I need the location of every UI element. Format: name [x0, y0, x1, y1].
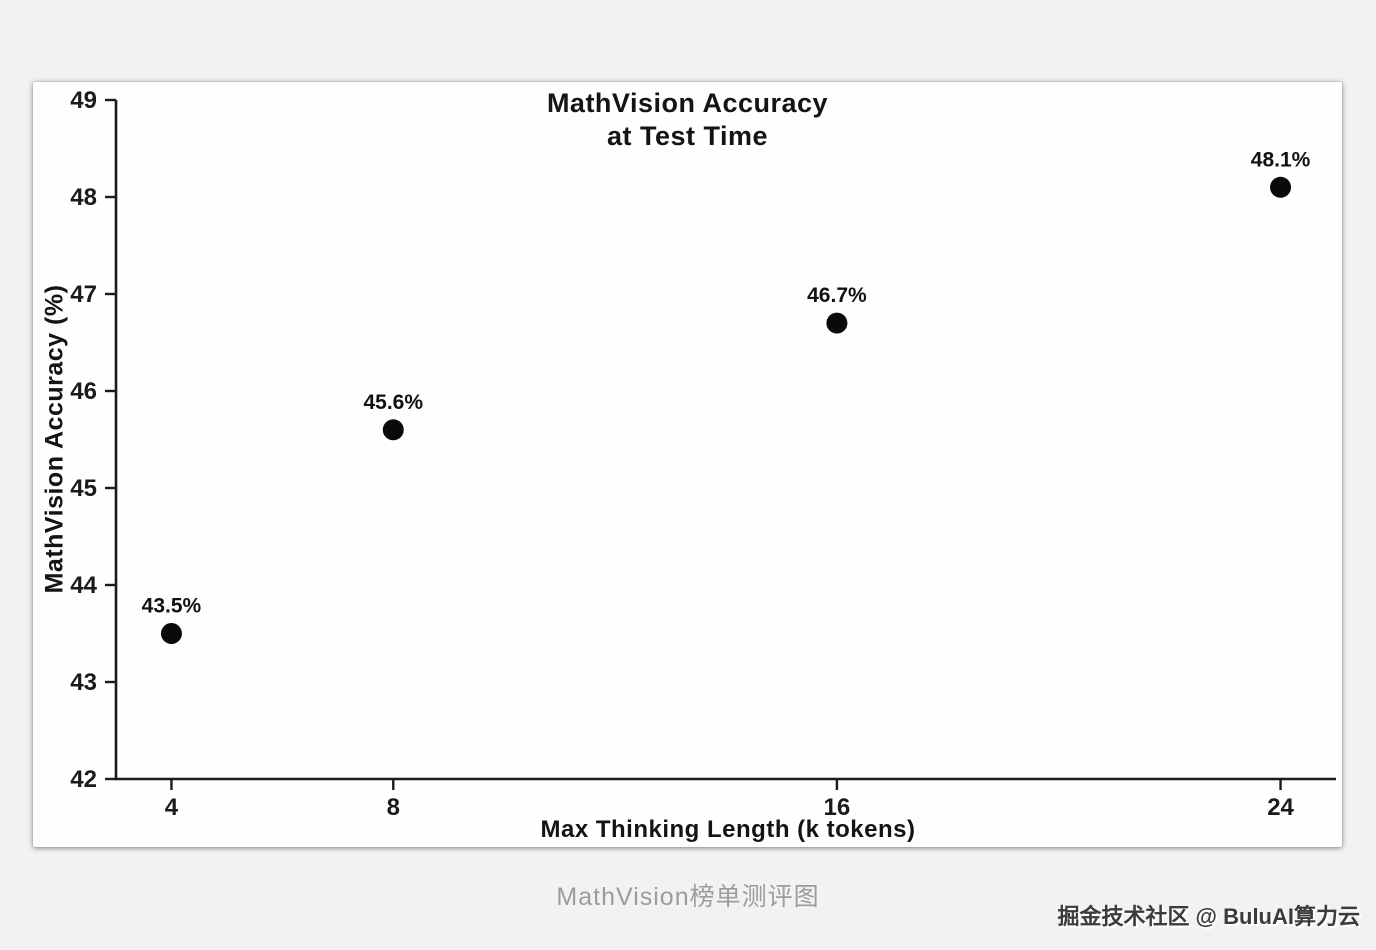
y-tick-label: 49: [70, 87, 97, 114]
data-point-label: 43.5%: [142, 595, 202, 618]
y-tick-label: 45: [70, 475, 97, 502]
y-axis-label: MathVision Accuracy (%): [40, 284, 69, 594]
y-tick-label: 44: [70, 572, 97, 599]
y-tick-label: 43: [70, 669, 97, 696]
axis-spines: [114, 100, 1336, 781]
x-axis-label: Max Thinking Length (k tokens): [540, 816, 916, 843]
chart-title: MathVision Accuracy at Test Time: [33, 87, 1342, 153]
data-point-label: 46.7%: [807, 284, 867, 307]
x-tick-label: 24: [1267, 794, 1294, 821]
data-point: [160, 623, 182, 644]
y-tick-label: 48: [70, 184, 97, 211]
caption: MathVision榜单测评图: [556, 883, 820, 911]
x-tick-label: 8: [387, 794, 400, 821]
data-point: [1270, 176, 1292, 198]
watermark: 掘金技术社区 @ BuluAI算力云: [1057, 904, 1360, 929]
y-tick-label: 47: [70, 281, 97, 308]
data-point: [382, 419, 404, 441]
chart-card: 42 43 44 45 46 47 48 49 4 8 16 24 43.5% 45.6% 46.7% 48.…: [33, 82, 1342, 847]
x-tick-label: 4: [165, 794, 179, 821]
data-point: [826, 312, 848, 334]
y-tick-label: 46: [70, 378, 97, 405]
data-point-label: 45.6%: [363, 391, 423, 414]
chart-title-line1: MathVision Accuracy: [546, 88, 829, 118]
chart-title-line2: at Test Time: [606, 121, 769, 151]
data-point-label: 48.1%: [1251, 148, 1311, 171]
y-tick-label: 42: [70, 766, 97, 793]
x-tick-label: 16: [824, 794, 851, 821]
